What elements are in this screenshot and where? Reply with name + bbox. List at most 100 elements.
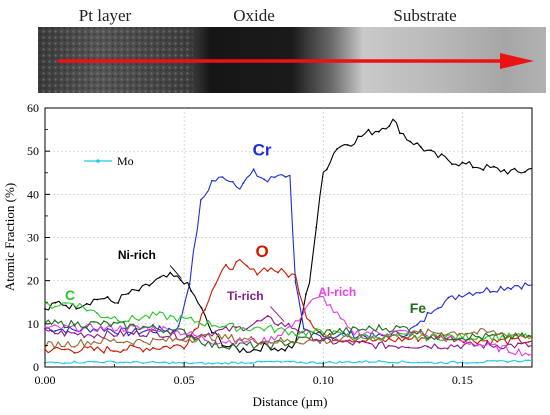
data-point-c: [474, 338, 477, 341]
data-point-ni-rich: [461, 161, 464, 164]
data-point-fe: [266, 344, 269, 347]
data-point-fe: [287, 343, 290, 346]
data-point-fe: [132, 323, 135, 326]
data-point-fe: [328, 328, 331, 331]
data-point-fe: [214, 341, 217, 343]
data-point-unlabeled-8: [486, 331, 488, 334]
gridlines: [45, 108, 532, 367]
data-point-mo: [456, 362, 459, 364]
series-line-mo: [44, 359, 533, 365]
data-point-al-rich: [308, 302, 311, 304]
x-tick-label: 0.15: [452, 373, 473, 387]
data-point-o: [103, 351, 105, 354]
data-point-unlabeled-8: [201, 334, 204, 337]
data-point-ti-rich: [132, 333, 135, 336]
series-line-unlabeled-8: [44, 328, 533, 350]
data-point-ti-rich: [83, 336, 86, 339]
data-point-c: [138, 319, 140, 322]
data-point-c: [305, 334, 307, 337]
data-point-ni-rich: [54, 301, 57, 304]
x-tick-label: 0.10: [313, 373, 334, 387]
data-point-unlabeled-8: [53, 347, 56, 350]
series-layer: [44, 118, 533, 365]
data-point-c: [484, 337, 487, 339]
data-point-ti-rich: [142, 334, 145, 337]
data-point-c: [263, 329, 265, 332]
data-point-unlabeled-8: [171, 339, 174, 342]
data-point-mo: [270, 360, 272, 363]
data-point-mo: [93, 361, 95, 363]
data-point-ni-rich: [503, 169, 506, 171]
data-point-fe: [93, 321, 95, 323]
data-point-c: [169, 314, 172, 317]
data-point-o: [204, 308, 206, 311]
data-point-al-rich: [193, 334, 196, 337]
data-point-ti-rich: [298, 330, 300, 333]
data-point-ni-rich: [117, 302, 119, 304]
data-point-ti-rich: [486, 341, 488, 344]
data-point-al-rich: [53, 324, 56, 326]
data-point-c: [96, 312, 99, 315]
data-point-mo: [338, 360, 341, 363]
data-point-mo: [152, 360, 154, 363]
data-point-c: [524, 333, 527, 335]
legend-marker-mo: [96, 159, 100, 163]
data-point-al-rich: [204, 339, 206, 341]
data-point-c: [65, 302, 67, 304]
data-point-fe: [63, 326, 66, 329]
data-point-ti-rich: [73, 332, 76, 334]
data-point-cr: [221, 176, 224, 178]
data-point-al-rich: [318, 295, 321, 298]
data-point-al-rich: [112, 330, 115, 333]
leader-ni-rich: [169, 265, 182, 279]
data-point-cr: [343, 332, 346, 335]
data-point-mo: [397, 361, 400, 364]
data-point-ni-rich: [346, 144, 349, 146]
data-point-ti-rich: [183, 338, 186, 340]
data-point-cr: [231, 180, 234, 183]
data-point-al-rich: [277, 334, 279, 337]
data-point-c: [148, 317, 151, 319]
data-point-ni-rich: [179, 279, 182, 281]
data-point-ti-rich: [235, 326, 238, 329]
data-point-fe: [172, 329, 175, 332]
data-point-ti-rich: [517, 342, 519, 345]
region-label-pt-layer: Pt layer: [79, 6, 132, 25]
data-point-ni-rich: [273, 347, 276, 350]
data-point-ni-rich: [190, 290, 193, 292]
data-point-o: [417, 340, 420, 342]
data-point-mo: [162, 361, 164, 364]
data-point-cr: [468, 291, 471, 294]
data-point-ni-rich: [336, 147, 339, 150]
data-point-fe: [388, 331, 391, 333]
y-tick-label: 10: [27, 317, 39, 331]
data-point-ni-rich: [440, 153, 443, 156]
data-point-unlabeled-8: [417, 331, 420, 334]
data-point-unlabeled-8: [132, 343, 135, 346]
data-point-fe: [348, 331, 351, 334]
data-point-o: [112, 350, 115, 353]
data-point-o: [122, 349, 125, 351]
y-tick-label: 30: [27, 231, 39, 245]
data-point-mo: [73, 360, 76, 363]
data-point-c: [44, 302, 46, 304]
data-point-mo: [446, 362, 449, 365]
series-label-ti-rich: Ti-rich: [227, 289, 263, 303]
data-point-al-rich: [287, 326, 290, 328]
data-point-unlabeled-8: [211, 339, 213, 341]
data-point-c: [315, 328, 318, 330]
data-point-ti-rich: [287, 322, 290, 325]
data-point-ti-rich: [193, 337, 196, 339]
data-point-mo: [328, 360, 331, 363]
data-point-fe: [430, 336, 432, 338]
data-point-fe: [256, 344, 259, 347]
data-point-ti-rich: [328, 338, 331, 341]
y-tick-label: 50: [27, 144, 39, 158]
data-point-mo: [53, 361, 56, 364]
data-point-o: [287, 276, 290, 278]
data-point-fe: [193, 339, 196, 341]
data-point-ti-rich: [277, 324, 279, 327]
data-point-fe: [183, 329, 186, 331]
legend-label-mo: Mo: [117, 154, 134, 168]
data-point-cr: [520, 287, 523, 290]
